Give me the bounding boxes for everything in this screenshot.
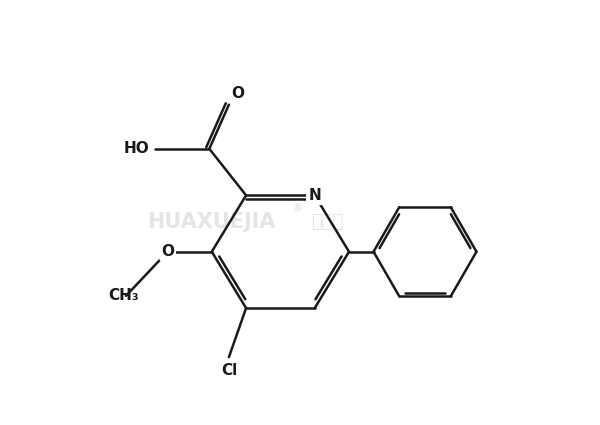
Text: HO: HO [124,141,149,156]
Text: Cl: Cl [221,363,237,378]
Text: HUAXUEJIA: HUAXUEJIA [148,212,276,232]
Text: 化学加: 化学加 [311,213,343,231]
Text: O: O [232,86,244,101]
Text: ®: ® [293,203,302,212]
Text: N: N [308,188,321,203]
Text: CH₃: CH₃ [108,288,139,303]
Text: O: O [161,244,174,259]
